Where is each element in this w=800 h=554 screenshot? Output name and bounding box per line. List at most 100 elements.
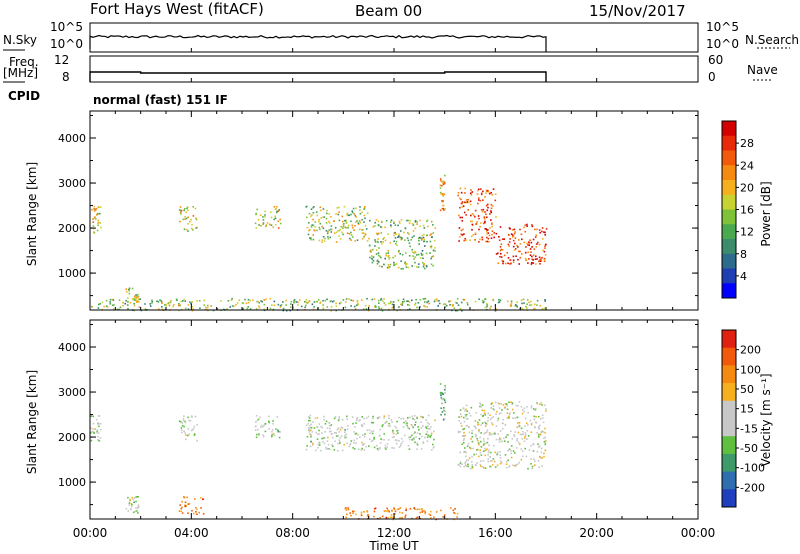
power-cbar-swatch-10 — [722, 268, 736, 284]
velocity-echo-region-6 — [457, 401, 547, 470]
velocity-cbar-tick-7: -200 — [740, 481, 765, 494]
velocity-cbar-tick-4: -15 — [740, 422, 758, 435]
time-tick-label-0: 00:00 — [73, 526, 108, 540]
time-tick-label-3: 12:00 — [377, 526, 412, 540]
power-echo-region-1 — [125, 287, 140, 305]
power-echo-region-3 — [254, 206, 282, 229]
date-title: 15/Nov/2017 — [589, 2, 686, 20]
velocity-cbar-swatch-1 — [722, 347, 736, 366]
velocity-echo-region-1 — [125, 496, 140, 514]
velocity-cbar-swatch-4 — [722, 400, 736, 419]
nave-label: Nave — [747, 63, 778, 77]
velocity-panel: 4000 3000 2000 1000 Slant Range [km] 200 100… — [25, 319, 773, 521]
freq-strip: Freq. [MHz] 12 8 60 0 Nave — [3, 53, 778, 84]
freq-trace — [89, 71, 547, 82]
power-cbar-swatch-11 — [722, 283, 736, 299]
nave-tick-top: 60 — [708, 53, 723, 67]
power-cbar-swatch-2 — [722, 150, 736, 166]
time-tick-label-6: 00:00 — [681, 526, 716, 540]
velocity-ytick-label-0: 4000 — [58, 341, 86, 354]
power-cbar-tick-5: 8 — [740, 248, 747, 261]
power-cbar-label: Power [dB] — [759, 181, 773, 246]
velocity-echo-region-4 — [305, 414, 436, 452]
power-panel: 4000 3000 2000 1000 Slant Range [km] 28 24 20… — [25, 110, 773, 312]
velocity-y-axis: 4000 3000 2000 1000 — [58, 324, 698, 506]
velocity-echo-region-8 — [344, 507, 459, 521]
nsky-strip: N.Sky 10^5 10^0 10^5 10^0 N.Search — [3, 20, 799, 53]
nsearch-tick-bottom: 10^0 — [706, 37, 739, 51]
velocity-cbar-swatch-0 — [722, 330, 736, 349]
freq-tick-top: 12 — [54, 53, 69, 67]
station-title: Fort Hays West (fitACF) — [90, 0, 264, 18]
velocity-echo-region-7 — [178, 496, 205, 515]
power-cbar-swatch-8 — [722, 239, 736, 255]
nsky-trace — [89, 34, 547, 52]
power-echoes — [90, 174, 548, 312]
power-cbar-tick-0: 28 — [740, 137, 754, 150]
velocity-echo-region-3 — [254, 415, 281, 439]
velocity-echoes — [90, 383, 547, 521]
time-tick-label-1: 04:00 — [174, 526, 209, 540]
power-cbar-swatch-3 — [722, 165, 736, 181]
velocity-cbar-tick-1: 100 — [740, 363, 761, 376]
velocity-cbar-tick-6: -100 — [740, 462, 765, 475]
nsearch-label: N.Search — [745, 33, 799, 47]
power-cbar-tick-3: 16 — [740, 204, 754, 217]
power-colorbar: 28 24 20 16 12 8 4 — [721, 120, 754, 299]
power-cbar-swatch-6 — [722, 209, 736, 225]
power-echo-region-7 — [457, 187, 497, 243]
power-cbar-tick-6: 4 — [740, 270, 747, 283]
power-echo-region-8 — [495, 223, 548, 266]
power-cbar-swatch-1 — [722, 135, 736, 151]
velocity-cbar-tick-2: 50 — [740, 383, 754, 396]
time-axis-label: Time UT — [368, 539, 419, 553]
time-tick-label-5: 20:00 — [579, 526, 614, 540]
velocity-ylabel: Slant Range [km] — [25, 370, 39, 474]
velocity-cbar-swatch-2 — [722, 365, 736, 384]
power-cbar-swatch-9 — [722, 253, 736, 269]
power-ytick-label-0: 4000 — [58, 132, 86, 145]
velocity-ytick-label-2: 2000 — [58, 431, 86, 444]
velocity-cbar-swatch-5 — [722, 418, 736, 437]
freq-label: Freq. — [9, 55, 39, 69]
velocity-cbar-tick-0: 200 — [740, 344, 761, 357]
velocity-echo-region-2 — [178, 415, 198, 442]
power-ylabel: Slant Range [km] — [25, 162, 39, 266]
time-tick-label-2: 08:00 — [275, 526, 310, 540]
power-ytick-label-3: 1000 — [58, 267, 86, 280]
velocity-cbar-swatch-7 — [722, 453, 736, 473]
power-cbar-swatch-4 — [722, 180, 736, 196]
freq-tick-bottom: 8 — [62, 70, 70, 84]
cpid-label: CPID — [8, 89, 40, 103]
velocity-cbar-swatch-6 — [722, 436, 736, 455]
velocity-cbar-swatch-9 — [722, 489, 736, 508]
power-cbar-tick-1: 24 — [740, 159, 754, 172]
power-y-axis: 4000 3000 2000 1000 — [58, 115, 698, 297]
power-ytick-label-1: 3000 — [58, 177, 86, 190]
time-axis: 00:00 04:00 08:00 12:00 16:00 20:00 00:00 — [73, 48, 716, 540]
nsky-tick-top: 10^5 — [50, 20, 83, 34]
velocity-cbar-swatch-3 — [722, 383, 736, 402]
power-echo-region-2 — [178, 206, 198, 232]
power-echo-region-0 — [91, 205, 102, 234]
power-echo-region-4 — [305, 205, 370, 243]
velocity-cbar-tick-5: -50 — [740, 442, 758, 455]
velocity-ytick-label-3: 1000 — [58, 476, 86, 489]
velocity-cbar-tick-3: 15 — [740, 403, 754, 416]
velocity-echo-region-5 — [439, 383, 447, 421]
power-echo-region-5 — [368, 219, 437, 270]
freq-unit: [MHz] — [3, 66, 38, 80]
cpid-text: normal (fast) 151 IF — [93, 93, 228, 107]
nsky-tick-bottom: 10^0 — [50, 37, 83, 51]
velocity-cbar-swatch-8 — [722, 471, 736, 490]
velocity-echo-region-0 — [90, 415, 102, 442]
power-cbar-swatch-0 — [722, 121, 736, 137]
power-cbar-swatch-7 — [722, 224, 736, 240]
velocity-ytick-label-1: 3000 — [58, 386, 86, 399]
nave-tick-bottom: 0 — [708, 70, 716, 84]
nsearch-tick-top: 10^5 — [706, 20, 739, 34]
power-ytick-label-2: 2000 — [58, 222, 86, 235]
power-cbar-tick-4: 12 — [740, 226, 754, 239]
power-echo-region-6 — [439, 174, 446, 212]
